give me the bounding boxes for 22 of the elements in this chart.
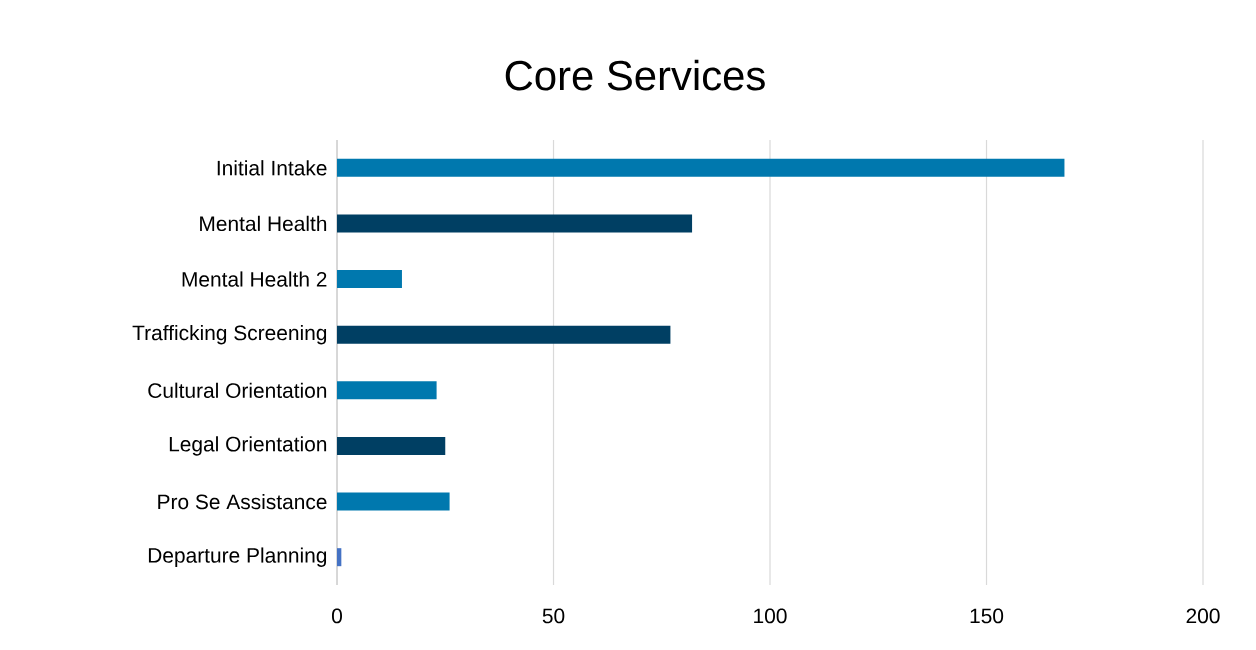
bar xyxy=(337,270,402,289)
y-tick-label: Departure Planning xyxy=(148,547,327,567)
y-tick-label: Cultural Orientation xyxy=(148,382,327,398)
chart-title: Core Services xyxy=(505,59,765,91)
bar xyxy=(337,214,693,233)
bar xyxy=(337,158,1065,177)
y-tick-label: Mental Health 2 xyxy=(182,271,327,287)
y-tick-label: Legal Orientation xyxy=(169,436,327,456)
bar xyxy=(337,436,446,455)
y-tick-label: Trafficking Screening xyxy=(132,324,327,345)
x-tick-label: 0 xyxy=(332,608,342,624)
bar xyxy=(337,325,671,344)
bar xyxy=(337,492,450,511)
y-tick-label: Initial Intake xyxy=(217,160,327,176)
x-tick-label: 50 xyxy=(542,608,565,624)
bar xyxy=(337,548,342,567)
y-tick-label: Pro Se Assistance xyxy=(158,493,327,510)
x-tick-label: 150 xyxy=(970,608,1004,624)
bar xyxy=(337,381,437,400)
x-tick-label: 100 xyxy=(754,608,787,624)
y-tick-label: Mental Health xyxy=(200,215,327,232)
x-tick-label: 200 xyxy=(1186,608,1220,624)
